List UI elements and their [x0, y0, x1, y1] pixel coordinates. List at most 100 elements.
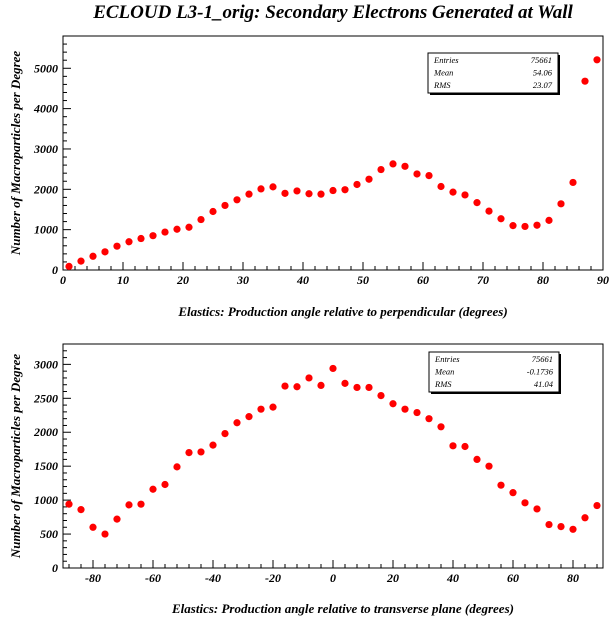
y-tick-label: 1500 [34, 459, 58, 473]
stats-value: 75661 [532, 354, 553, 364]
data-point [497, 481, 505, 489]
stats-box [428, 351, 560, 393]
y-tick-label: 5000 [34, 61, 58, 75]
y-tick-label: 1000 [34, 223, 58, 237]
data-point [245, 190, 253, 198]
data-point [581, 77, 589, 85]
stats-value: 75661 [531, 55, 552, 65]
x-tick-label: 70 [477, 273, 489, 287]
data-point [545, 216, 553, 224]
y-tick-label: 0 [52, 263, 58, 277]
data-point [185, 449, 193, 457]
data-point [497, 215, 505, 223]
data-point [209, 441, 217, 449]
data-point [449, 442, 457, 450]
data-point [509, 222, 517, 230]
data-point [437, 423, 445, 431]
data-point [365, 175, 373, 183]
data-point [125, 238, 133, 246]
x-tick-label: 40 [296, 273, 309, 287]
x-tick-label: 0 [60, 273, 66, 287]
data-point [593, 56, 601, 64]
data-point [293, 383, 301, 391]
data-point [461, 442, 469, 451]
data-point [269, 183, 277, 191]
data-point [485, 207, 493, 215]
data-point [305, 190, 313, 198]
y-axis-label: Number of Macroparticles per Degree [8, 51, 23, 257]
data-point [461, 191, 469, 199]
data-point [305, 374, 313, 382]
stats-value: 54.06 [533, 68, 553, 78]
stats-label: RMS [433, 80, 451, 90]
data-point [233, 419, 241, 427]
x-tick-label: 10 [117, 273, 129, 287]
x-tick-label: -20 [265, 571, 281, 585]
data-point [341, 186, 349, 194]
stats-value: 23.07 [533, 80, 553, 90]
data-point [221, 430, 229, 438]
y-axis-label: Number of Macroparticles per Degree [8, 354, 23, 560]
data-point [377, 165, 385, 174]
x-axis-label: Elastics: Production angle relative to t… [171, 601, 514, 616]
data-point [101, 530, 109, 538]
x-tick-label: 60 [417, 273, 429, 287]
data-point [485, 462, 493, 470]
data-point [473, 455, 481, 463]
data-point [557, 200, 565, 208]
data-point [413, 170, 421, 178]
x-tick-label: -40 [205, 571, 221, 585]
data-point [209, 207, 217, 216]
data-point [365, 383, 373, 392]
x-tick-label: 20 [386, 571, 399, 585]
data-point [101, 248, 109, 256]
data-point [113, 515, 121, 523]
data-point [281, 382, 289, 390]
data-point [149, 232, 157, 240]
data-point [149, 485, 157, 493]
x-tick-label: 40 [446, 571, 459, 585]
data-point [449, 188, 457, 196]
stats-label: Mean [434, 367, 454, 377]
data-point [353, 383, 361, 392]
x-tick-label: 20 [176, 273, 189, 287]
y-tick-label: 3000 [33, 357, 58, 371]
y-tick-label: 2500 [33, 391, 58, 405]
data-point [161, 480, 169, 489]
stats-label: Entries [433, 55, 459, 65]
data-point [533, 505, 541, 513]
y-tick-label: 3000 [33, 142, 58, 156]
data-point [401, 162, 409, 170]
x-tick-label: 80 [537, 273, 549, 287]
data-point [533, 221, 541, 229]
y-tick-label: 1000 [34, 493, 58, 507]
y-tick-label: 2000 [33, 182, 58, 196]
data-point [293, 187, 301, 195]
data-point [197, 448, 205, 456]
data-point [197, 215, 205, 224]
chart-panel-2: -80 -60 -40 -20 0 20 40 60 80 0 500 1000 1500 2000 250… [8, 343, 604, 616]
x-tick-label: 60 [507, 571, 519, 585]
x-axis-label: Elastics: Production angle relative to p… [177, 304, 507, 319]
data-point [173, 463, 181, 471]
data-point [329, 364, 337, 373]
data-point [77, 257, 85, 265]
data-point [257, 185, 265, 193]
data-point [569, 525, 577, 533]
data-point [341, 379, 349, 387]
data-point [401, 405, 409, 413]
data-point [173, 225, 181, 233]
data-point [137, 500, 145, 508]
data-point [353, 180, 361, 189]
chart-panel-1: 0 10 20 30 40 50 60 70 80 90 0 1000 2000 3000 4000 5000… [8, 35, 609, 319]
data-point [521, 222, 529, 231]
data-point [89, 523, 97, 531]
data-point [569, 178, 577, 187]
data-point [257, 405, 265, 413]
stats-value: -0.1736 [527, 367, 554, 377]
data-point [425, 171, 433, 180]
data-point [233, 196, 241, 204]
data-point [437, 182, 445, 191]
stats-label: Entries [434, 354, 460, 364]
